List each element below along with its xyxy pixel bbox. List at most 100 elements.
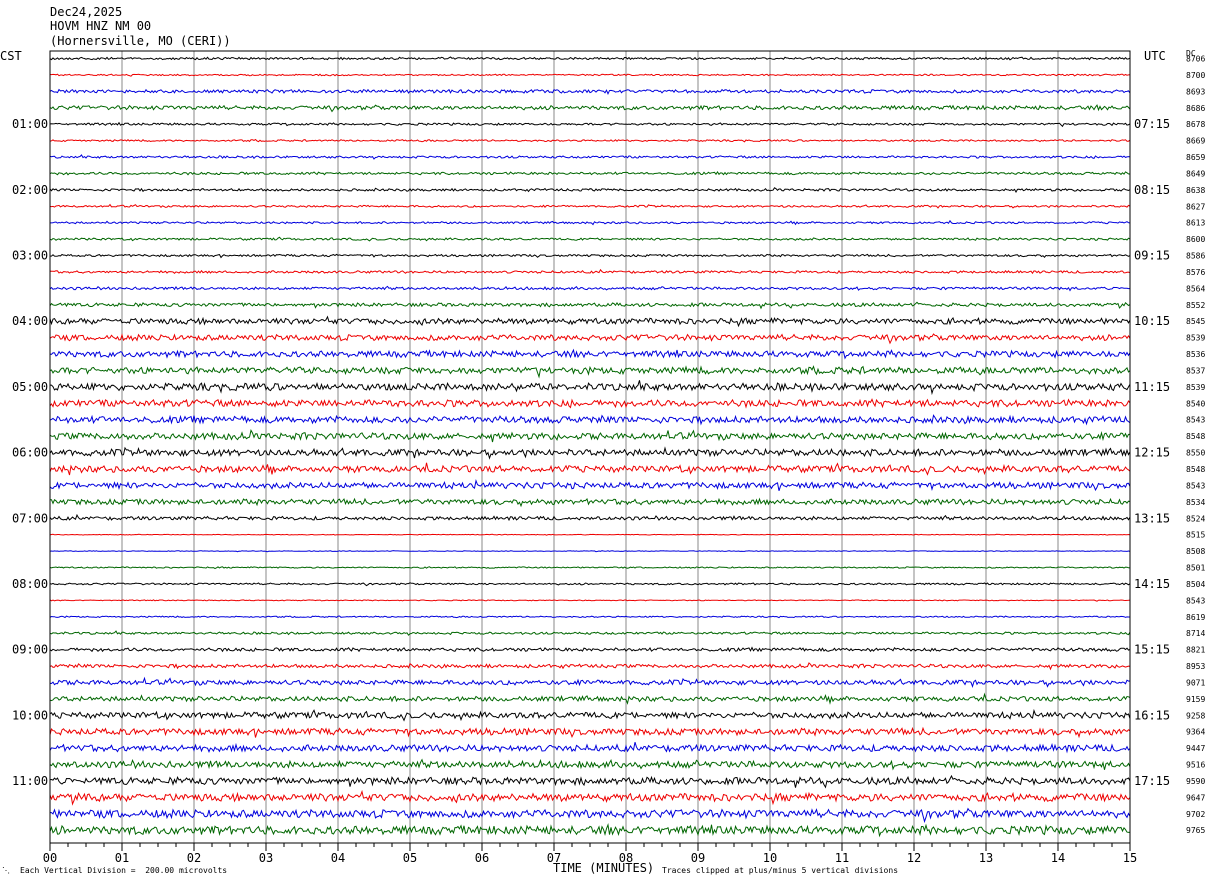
right-hour-label: 11:15 (1134, 380, 1170, 394)
trace-line (49, 774, 1131, 789)
trace-line (49, 462, 1131, 476)
left-hour-label: 07:00 (12, 511, 48, 525)
dc-offset-label: 8613 (1186, 219, 1205, 228)
dc-offset-label: 8515 (1186, 531, 1205, 540)
station-label: HOVM HNZ NM 00 (50, 19, 152, 33)
trace-line (49, 414, 1131, 426)
trace-line (49, 550, 1131, 553)
dc-offset-label: 9516 (1186, 761, 1205, 770)
dc-offset-label: 9765 (1186, 826, 1205, 835)
trace-line (49, 104, 1131, 113)
x-tick-label: 08 (619, 851, 633, 865)
x-tick-label: 15 (1123, 851, 1137, 865)
dc-offset-label: 8686 (1186, 104, 1205, 113)
dc-offset-label: 8693 (1186, 87, 1205, 96)
trace-line (49, 742, 1131, 754)
x-tick-label: 09 (691, 851, 705, 865)
dc-offset-label: 8714 (1186, 629, 1205, 638)
x-tick-label: 02 (187, 851, 201, 865)
trace-line (49, 758, 1131, 771)
trace-line (49, 429, 1130, 443)
right-hour-label: 10:15 (1134, 314, 1170, 328)
trace-line (49, 138, 1131, 143)
trace-line (49, 154, 1131, 160)
trace-line (49, 789, 1131, 806)
trace-line (49, 615, 1130, 619)
left-hour-label: 10:00 (12, 708, 48, 722)
right-hour-label: 12:15 (1134, 446, 1170, 460)
dc-offset-label: 9647 (1186, 793, 1205, 802)
scale-note: Each Vertical Division = 200.00 microvol… (20, 866, 228, 875)
left-hour-label: 02:00 (12, 183, 48, 197)
dc-offset-label: 8543 (1186, 416, 1205, 425)
dc-offset-label: 8536 (1186, 350, 1205, 359)
trace-line (49, 533, 1131, 536)
dc-offset-label: 8669 (1186, 137, 1205, 146)
right-timezone-label: UTC (1144, 49, 1166, 63)
trace-line (49, 170, 1131, 176)
dc-offset-label: 8678 (1186, 120, 1205, 129)
trace-line (49, 566, 1131, 570)
dc-offset-label: 8537 (1186, 366, 1205, 375)
trace-line (49, 513, 1131, 522)
right-hour-label: 07:15 (1134, 117, 1170, 131)
dc-offset-label: 8543 (1186, 596, 1205, 605)
trace-line (49, 187, 1131, 194)
trace-line (49, 446, 1131, 460)
x-tick-label: 10 (763, 851, 777, 865)
location-label: (Hornersville, MO (CERI)) (50, 34, 231, 48)
trace-line (49, 662, 1131, 671)
x-axis-title: TIME (MINUTES) (553, 861, 655, 875)
dc-offset-label: 8545 (1186, 317, 1205, 326)
dc-offset-label: 8586 (1186, 252, 1205, 261)
trace-line (49, 73, 1131, 77)
dc-offset-label: 8539 (1186, 383, 1205, 392)
dc-offset-label: 9447 (1186, 744, 1205, 753)
x-tick-label: 07 (547, 851, 561, 865)
dc-offset-label: 8700 (1186, 71, 1205, 80)
right-hour-label: 08:15 (1134, 183, 1170, 197)
trace-line (49, 121, 1131, 128)
trace-line (49, 479, 1131, 492)
x-tick-label: 12 (907, 851, 921, 865)
left-hour-label: 01:00 (12, 117, 48, 131)
trace-line (49, 88, 1131, 96)
dc-offset-label: 8619 (1186, 613, 1205, 622)
dc-offset-label: 8552 (1186, 301, 1205, 310)
left-hour-label: 11:00 (12, 774, 48, 788)
plot-frame (49, 50, 1131, 844)
trace-line (49, 380, 1131, 396)
right-hour-label: 16:15 (1134, 708, 1170, 722)
x-tick-label: 06 (475, 851, 489, 865)
x-tick-label: 13 (979, 851, 993, 865)
x-tick-label: 11 (835, 851, 849, 865)
right-hour-label: 17:15 (1134, 774, 1170, 788)
trace-line (49, 285, 1130, 292)
dc-offset-label: 8548 (1186, 432, 1205, 441)
trace-line (49, 582, 1131, 587)
trace-line (49, 333, 1131, 345)
x-tick-label: 03 (259, 851, 273, 865)
dc-offset-label: 8649 (1186, 169, 1205, 178)
trace-line (49, 348, 1131, 360)
left-hour-label: 05:00 (12, 380, 48, 394)
dc-offset-label: 8543 (1186, 481, 1205, 490)
dc-offset-label: 9071 (1186, 678, 1205, 687)
trace-line (49, 726, 1131, 739)
trace-line (49, 268, 1131, 275)
trace-line (49, 708, 1131, 722)
right-hour-label: 13:15 (1134, 511, 1170, 525)
x-tick-label: 04 (331, 851, 345, 865)
dc-offset-label: 9590 (1186, 777, 1205, 786)
x-tick-label: 00 (43, 851, 57, 865)
x-tick-label: 05 (403, 851, 417, 865)
trace-line (49, 692, 1131, 705)
dc-offset-label: 9159 (1186, 695, 1205, 704)
right-hour-label: 14:15 (1134, 577, 1170, 591)
trace-line (49, 236, 1131, 242)
left-hour-label: 09:00 (12, 643, 48, 657)
scale-icon: ⋱ (2, 866, 10, 875)
dc-offset-label: 8539 (1186, 334, 1205, 343)
dc-offset-label: 8821 (1186, 646, 1205, 655)
right-hour-label: 09:15 (1134, 249, 1170, 263)
